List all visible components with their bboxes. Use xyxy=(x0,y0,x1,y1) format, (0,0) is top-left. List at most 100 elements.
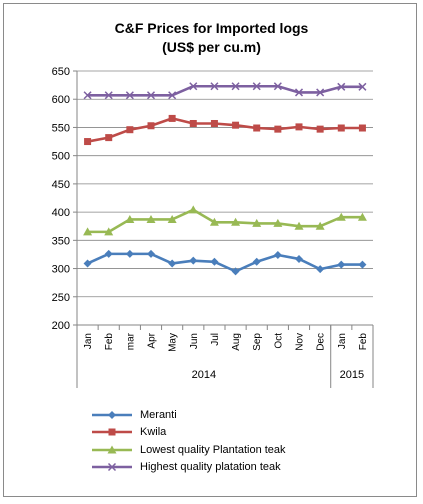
data-point xyxy=(168,91,177,100)
legend-label: Kwila xyxy=(140,426,167,439)
data-point xyxy=(126,126,134,134)
x-tick-label: Jul xyxy=(210,333,221,346)
data-point xyxy=(358,124,366,132)
data-point xyxy=(253,124,261,132)
data-point xyxy=(337,260,346,269)
data-point xyxy=(294,88,304,97)
data-point xyxy=(188,205,198,214)
y-tick-label: 400 xyxy=(52,207,70,219)
x-tick-label: Aug xyxy=(231,333,242,351)
x-tick-label: Dec xyxy=(316,333,327,351)
data-point xyxy=(189,256,198,265)
data-point xyxy=(189,82,198,91)
data-point xyxy=(231,82,240,91)
data-point xyxy=(210,82,219,91)
y-tick-label: 550 xyxy=(52,122,70,134)
data-point xyxy=(125,249,134,258)
chart-legend: Meranti Kwila Lowest quality Plantation te… xyxy=(90,406,286,476)
data-point xyxy=(273,82,282,91)
data-point xyxy=(337,124,345,132)
y-tick-label: 450 xyxy=(52,179,70,191)
chart-title: C&F Prices for Imported logs xyxy=(114,20,309,36)
legend-swatch xyxy=(92,410,132,419)
legend-label: Lowest quality Plantation teak xyxy=(140,443,286,456)
data-point xyxy=(295,254,303,263)
data-point xyxy=(210,119,218,127)
series-line xyxy=(87,208,363,234)
x-tick-label: May xyxy=(168,333,179,352)
data-point xyxy=(147,122,155,130)
data-point xyxy=(167,214,177,223)
x-tick-label: Feb xyxy=(104,333,115,351)
data-point xyxy=(252,218,262,227)
data-point xyxy=(146,91,156,100)
legend-swatch xyxy=(92,463,132,472)
data-point xyxy=(252,257,261,266)
data-point xyxy=(358,260,367,269)
x-group-label: 2014 xyxy=(192,369,216,381)
legend-label: Highest quality platation teak xyxy=(140,461,281,474)
y-tick-label: 250 xyxy=(52,292,70,304)
x-tick-label: Jan xyxy=(337,333,348,349)
series-line xyxy=(87,117,363,143)
x-tick-label: Jan xyxy=(83,333,94,349)
data-point xyxy=(105,134,113,142)
legend-item: Meranti xyxy=(90,406,286,424)
data-point xyxy=(358,82,367,91)
data-point xyxy=(83,91,92,100)
y-tick-label: 200 xyxy=(52,320,70,332)
data-point xyxy=(209,217,219,226)
series-line xyxy=(87,84,363,97)
data-point xyxy=(189,119,197,127)
data-point xyxy=(232,121,240,129)
data-point xyxy=(210,257,219,266)
data-point xyxy=(83,227,93,236)
legend-swatch xyxy=(92,445,132,454)
chart-subtitle: (US$ per cu.m) xyxy=(162,39,261,55)
x-tick-label: mar xyxy=(125,332,136,350)
data-point xyxy=(252,82,261,91)
data-point xyxy=(146,214,156,223)
data-point xyxy=(357,212,367,221)
y-tick-label: 500 xyxy=(52,151,70,163)
x-tick-label: Oct xyxy=(273,333,284,349)
legend-item: Kwila xyxy=(90,424,286,442)
y-tick-label: 600 xyxy=(52,94,70,106)
x-tick-label: Apr xyxy=(147,332,158,348)
x-tick-label: Nov xyxy=(295,333,306,351)
data-point xyxy=(336,212,346,221)
data-point xyxy=(104,227,114,236)
data-point xyxy=(83,259,92,268)
legend-label: Meranti xyxy=(140,408,177,421)
x-group-label: 2015 xyxy=(340,369,364,381)
data-point xyxy=(316,88,325,97)
data-point xyxy=(273,218,283,227)
data-point xyxy=(168,259,177,268)
x-tick-label: Jun xyxy=(189,333,200,349)
data-point xyxy=(104,91,113,100)
data-point xyxy=(231,217,241,226)
data-point xyxy=(316,125,324,133)
data-point xyxy=(231,267,240,276)
data-point xyxy=(104,249,113,258)
y-tick-label: 350 xyxy=(52,235,70,247)
data-point xyxy=(125,214,135,223)
data-point xyxy=(168,114,176,122)
data-point xyxy=(273,251,282,260)
legend-item: Lowest quality Plantation teak xyxy=(90,441,286,459)
legend-item: Highest quality platation teak xyxy=(90,459,286,477)
y-tick-label: 300 xyxy=(52,264,70,276)
data-point xyxy=(84,138,92,146)
y-tick-label: 650 xyxy=(52,66,70,78)
data-point xyxy=(295,123,303,131)
data-point xyxy=(125,91,134,100)
data-point xyxy=(294,221,304,230)
x-tick-label: Feb xyxy=(358,333,369,351)
data-point xyxy=(337,82,346,91)
data-point xyxy=(147,249,155,258)
data-point xyxy=(316,265,325,274)
data-point xyxy=(274,125,282,133)
legend-swatch xyxy=(92,428,132,436)
data-point xyxy=(315,221,325,230)
